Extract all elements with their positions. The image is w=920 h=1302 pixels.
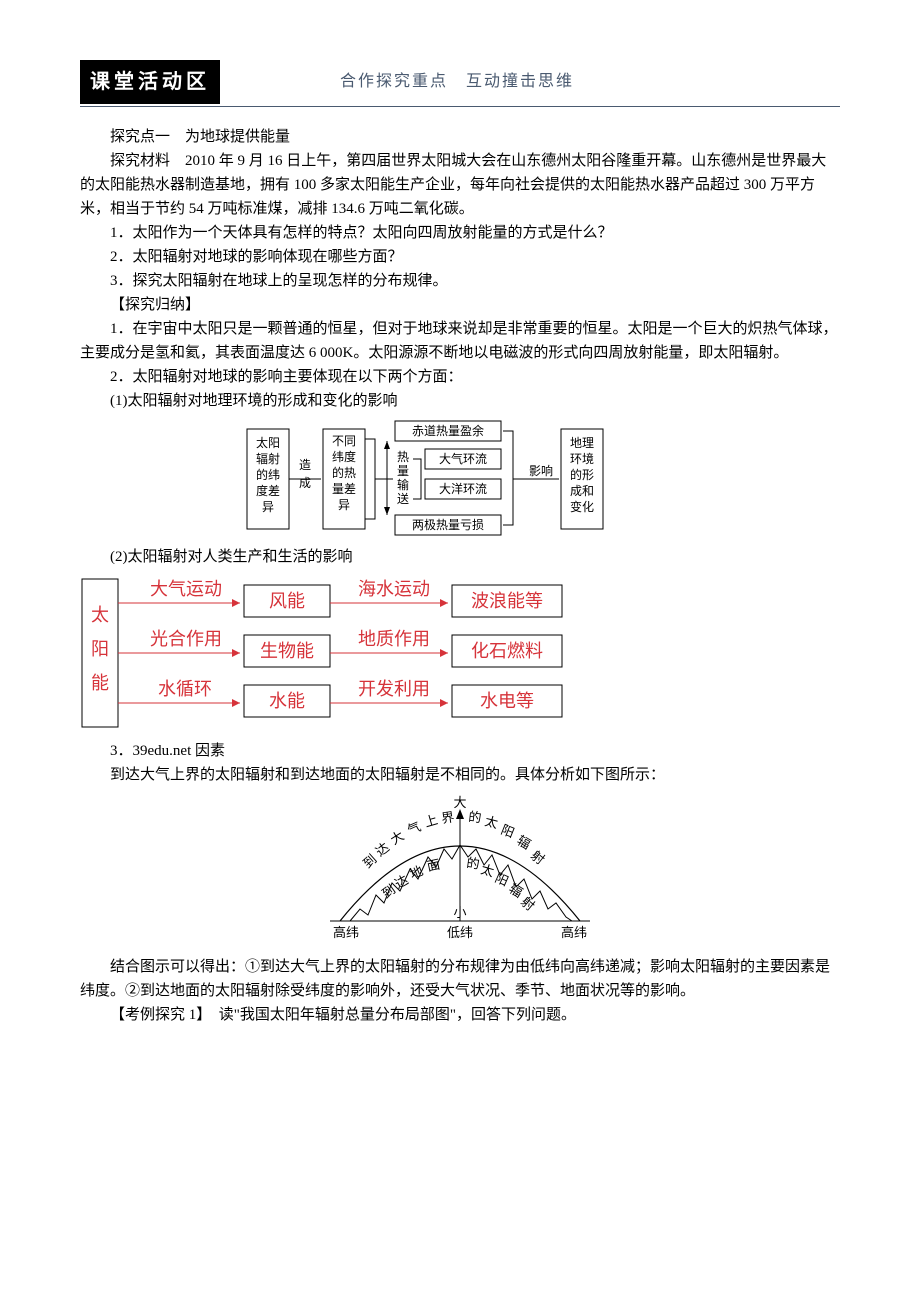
svg-text:化石燃料: 化石燃料 — [471, 641, 543, 661]
answer-2: 2．太阳辐射对地球的影响主要体现在以下两个方面： — [80, 365, 840, 389]
svg-text:界: 界 — [440, 809, 455, 826]
svg-text:辐: 辐 — [506, 881, 525, 901]
diagram-2-solar-energy-flow: 太 阳 能 大气运动 风能 海水运动 波浪能等 光合作用 生物能 地质作用 化石 — [80, 573, 840, 733]
svg-text:纬度: 纬度 — [332, 449, 356, 464]
svg-text:变化: 变化 — [570, 499, 594, 514]
svg-text:成和: 成和 — [570, 484, 594, 498]
banner-block: 课堂活动区 — [80, 60, 220, 104]
explore-summary-label: 【探究归纳】 — [80, 293, 840, 317]
svg-text:的形: 的形 — [570, 467, 594, 482]
svg-text:地: 地 — [408, 863, 426, 882]
svg-text:水电等: 水电等 — [480, 691, 534, 711]
svg-text:环境: 环境 — [570, 451, 594, 466]
svg-text:的: 的 — [468, 809, 483, 825]
svg-text:送: 送 — [397, 491, 409, 506]
banner-subtitle: 合作探究重点 互动撞击思维 — [340, 69, 574, 95]
question-1: 1．太阳作为一个天体具有怎样的特点？太阳向四周放射能量的方式是什么？ — [80, 221, 840, 245]
svg-text:高纬: 高纬 — [561, 925, 587, 940]
svg-text:输: 输 — [397, 477, 409, 492]
svg-text:量差: 量差 — [332, 482, 356, 496]
svg-text:的纬: 的纬 — [256, 467, 280, 482]
svg-text:异: 异 — [262, 500, 274, 514]
question-2: 2．太阳辐射对地球的影响体现在哪些方面？ — [80, 245, 840, 269]
svg-text:风能: 风能 — [269, 591, 305, 611]
answer-1: 1．在宇宙中太阳只是一颗普通的恒星，但对于地球来说却是非常重要的恒星。太阳是一个… — [80, 317, 840, 365]
svg-text:低纬: 低纬 — [447, 925, 473, 940]
svg-text:的热: 的热 — [332, 465, 356, 480]
svg-text:波浪能等: 波浪能等 — [471, 591, 543, 611]
svg-text:水能: 水能 — [269, 691, 305, 711]
svg-text:小: 小 — [453, 905, 466, 920]
svg-text:太: 太 — [91, 605, 109, 625]
svg-text:影响: 影响 — [529, 463, 553, 478]
diagram-3-radiation-arc: 到 达 大 气 上 界 的 太 阳 辐 射 到 达 地 面 的 太 阳 辐 射 … — [80, 791, 840, 951]
svg-text:生物能: 生物能 — [260, 641, 314, 661]
svg-text:造: 造 — [299, 458, 311, 472]
svg-text:太: 太 — [483, 813, 499, 831]
svg-text:赤道热量盈余: 赤道热量盈余 — [412, 423, 484, 438]
svg-text:不同: 不同 — [332, 434, 356, 448]
question-3: 3．探究太阳辐射在地球上的呈现怎样的分布规律。 — [80, 269, 840, 293]
conclusion: 结合图示可以得出：①到达大气上界的太阳辐射的分布规律为由低纬向高纬递减；影响太阳… — [80, 955, 840, 1003]
svg-text:能: 能 — [91, 673, 109, 693]
svg-text:大洋环流: 大洋环流 — [439, 481, 487, 496]
svg-text:量: 量 — [397, 464, 409, 478]
svg-text:太阳: 太阳 — [256, 435, 280, 450]
svg-text:成: 成 — [299, 476, 311, 490]
svg-text:达: 达 — [373, 840, 392, 860]
answer-2-1: (1)太阳辐射对地理环境的形成和变化的影响 — [80, 389, 840, 413]
answer-3: 3．39edu.net 因素 — [80, 739, 840, 763]
svg-text:阳: 阳 — [493, 870, 511, 889]
explore-material: 探究材料 2010 年 9 月 16 日上午，第四届世界太阳城大会在山东德州太阳… — [80, 149, 840, 221]
svg-text:射: 射 — [528, 848, 547, 868]
svg-text:达: 达 — [392, 872, 411, 891]
banner: 课堂活动区 合作探究重点 互动撞击思维 — [80, 60, 840, 107]
svg-text:大气运动: 大气运动 — [150, 579, 222, 599]
svg-text:阳: 阳 — [499, 822, 517, 841]
svg-text:两极热量亏损: 两极热量亏损 — [412, 518, 484, 532]
answer-2-2: (2)太阳辐射对人类生产和生活的影响 — [80, 545, 840, 569]
page: 课堂活动区 合作探究重点 互动撞击思维 探究点一 为地球提供能量 探究材料 20… — [0, 0, 920, 1067]
svg-text:光合作用: 光合作用 — [150, 629, 222, 649]
svg-text:大: 大 — [453, 795, 466, 810]
svg-text:海水运动: 海水运动 — [358, 579, 430, 599]
svg-text:阳: 阳 — [91, 639, 109, 659]
svg-text:地理: 地理 — [570, 436, 594, 450]
svg-text:水循环: 水循环 — [158, 679, 212, 699]
svg-text:辐: 辐 — [515, 833, 534, 852]
svg-text:热: 热 — [397, 450, 409, 464]
svg-text:异: 异 — [338, 498, 350, 512]
example-1: 【考例探究 1】 读"我国太阳年辐射总量分布局部图"，回答下列问题。 — [80, 1003, 840, 1027]
diagram-1-geo-env: 太阳 辐射 的纬 度差 异 造 成 不同 纬度 的热 量差 异 赤道热量盈余 热… — [80, 419, 840, 539]
svg-text:气: 气 — [405, 819, 423, 838]
svg-text:辐射: 辐射 — [256, 451, 280, 466]
svg-text:地质作用: 地质作用 — [358, 629, 430, 649]
svg-text:太: 太 — [479, 861, 496, 879]
svg-text:大气环流: 大气环流 — [439, 451, 487, 466]
explore-point-1-title: 探究点一 为地球提供能量 — [80, 125, 840, 149]
answer-3-desc: 到达大气上界的太阳辐射和到达地面的太阳辐射是不相同的。具体分析如下图所示： — [80, 763, 840, 787]
svg-text:大: 大 — [388, 828, 407, 848]
svg-text:度差: 度差 — [256, 483, 280, 498]
svg-text:的: 的 — [466, 855, 481, 872]
svg-text:上: 上 — [423, 812, 440, 830]
svg-text:开发利用: 开发利用 — [358, 679, 430, 699]
svg-text:高纬: 高纬 — [333, 925, 359, 940]
